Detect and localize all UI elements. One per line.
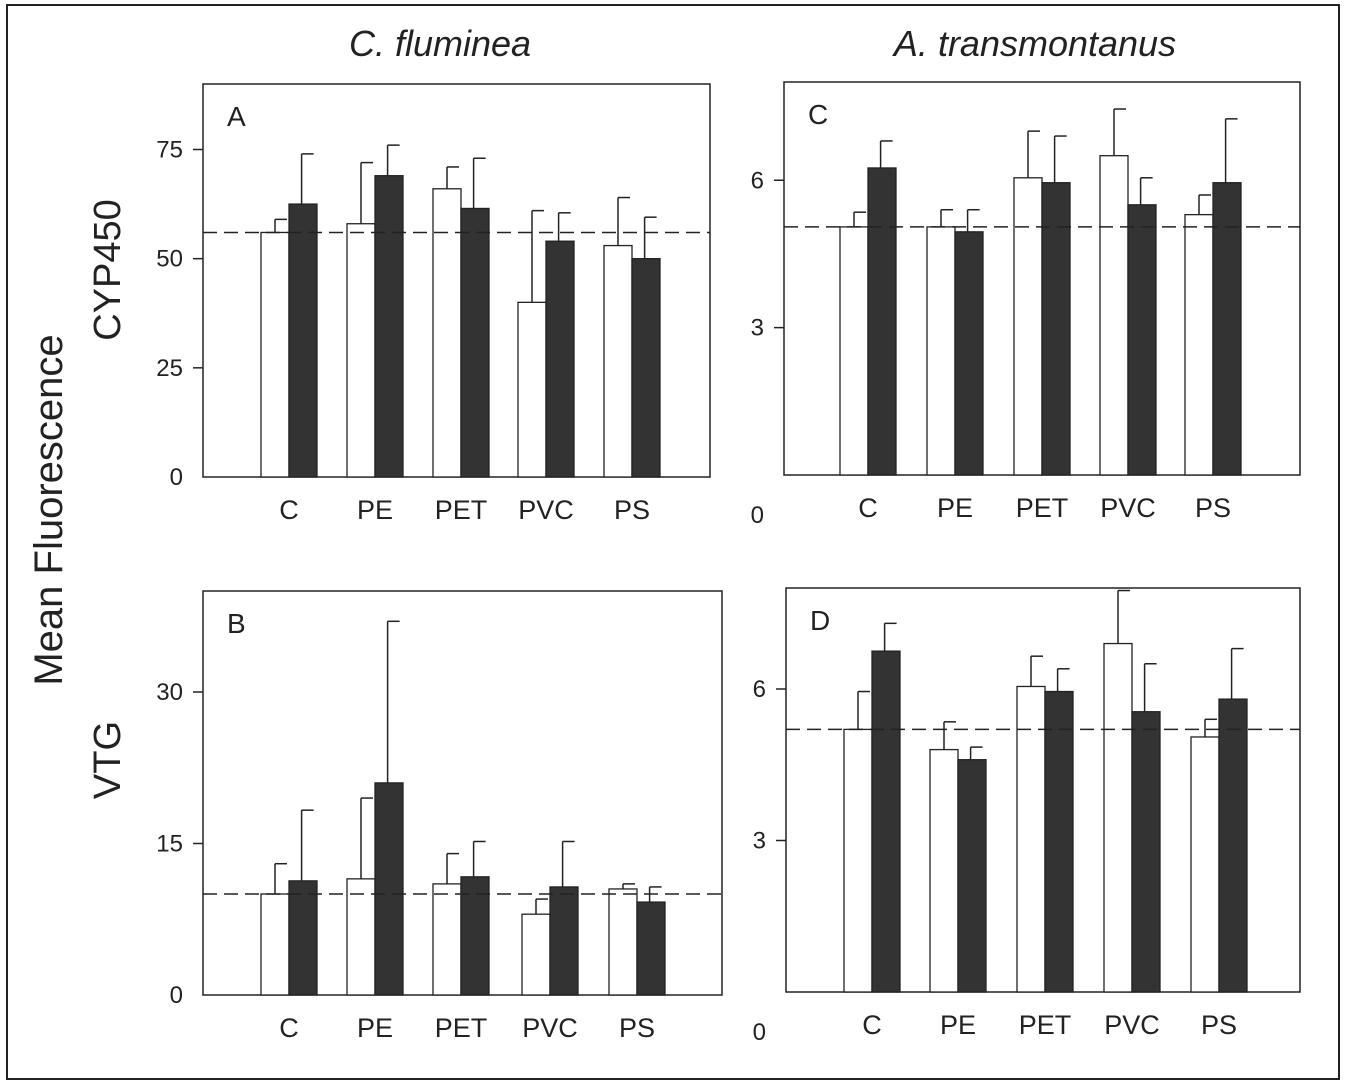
panel-a-bar-ps-filled [631, 258, 661, 478]
panel-d-bar-ps-open [1190, 736, 1220, 993]
panel-b-bar-pe-filled [374, 782, 404, 996]
panel-c-bar-pe-open [926, 226, 956, 476]
panel-a-category-pe: PE [357, 495, 393, 525]
panel-c-ytick-label-0: 0 [751, 502, 764, 529]
panel-b-bar-pvc-filled [549, 886, 579, 996]
panel-a: A 0 25 50 75 C PE PET PVC PS [156, 83, 711, 525]
panel-d-category-pvc: PVC [1104, 1010, 1160, 1040]
row-title-cyp450: CYP450 [87, 199, 129, 341]
panel-c-bar-c-open [839, 226, 869, 476]
row-title-vtg: VTG [87, 721, 129, 799]
panel-c-bar-pet-open [1013, 177, 1043, 476]
panel-d-category-pet: PET [1019, 1010, 1072, 1040]
panel-d-bar-pet-filled [1044, 690, 1074, 993]
panel-c: C 0 3 6 C PE PET PVC PS [751, 81, 1301, 529]
panel-c-category-pe: PE [937, 493, 973, 523]
panel-d-ytick-label-1: 3 [753, 828, 766, 855]
panel-a-bar-pe-open [346, 223, 376, 478]
panel-b-category-ps: PS [619, 1013, 655, 1043]
panel-a-bar-pet-filled [460, 207, 490, 478]
panel-d: D 0 3 6 C PE PET PVC PS [753, 587, 1301, 1046]
panel-b-letter: B [227, 608, 246, 639]
panel-d-category-pe: PE [940, 1010, 976, 1040]
panel-b-category-pe: PE [357, 1013, 393, 1043]
panel-b-bar-c-filled [288, 880, 318, 996]
panel-b: B 0 15 30 C PE PET PVC PS [156, 590, 723, 1043]
panel-d-category-ps: PS [1201, 1010, 1237, 1040]
panel-d-bar-c-filled [871, 650, 901, 993]
panel-b-bar-pvc-open [521, 913, 551, 996]
panel-b-bar-c-open [260, 893, 290, 996]
y-axis-title: Mean Fluorescence [27, 334, 71, 685]
panel-a-ytick-label-1: 25 [156, 355, 183, 382]
panel-a-bar-c-filled [288, 203, 318, 478]
panel-d-bar-pet-open [1016, 685, 1046, 993]
panel-a-category-pvc: PVC [518, 495, 574, 525]
panel-d-category-c: C [862, 1010, 882, 1040]
panel-a-bar-pvc-filled [545, 240, 575, 478]
panel-b-ytick-label-1: 15 [156, 831, 183, 858]
panel-c-ytick-label-1: 3 [751, 315, 764, 342]
panel-c-bar-c-filled [867, 167, 897, 476]
panel-d-bar-ps-filled [1218, 698, 1248, 993]
panel-a-bar-pe-filled [374, 175, 404, 478]
panel-d-bar-c-open [843, 728, 873, 993]
panel-a-ytick-label-2: 50 [156, 246, 183, 273]
panel-b-bar-pet-filled [460, 876, 490, 996]
panel-a-category-ps: PS [614, 495, 650, 525]
panel-a-bar-ps-open [603, 244, 633, 478]
panel-c-bar-pvc-open [1099, 155, 1129, 476]
panel-a-ytick-label-3: 75 [156, 137, 183, 164]
panel-a-category-c: C [279, 495, 299, 525]
column-title-left: C. fluminea [349, 23, 531, 64]
panel-c-bar-ps-open [1184, 213, 1214, 476]
panel-d-letter: D [810, 605, 830, 636]
panel-d-ytick-label-2: 6 [753, 676, 766, 703]
panel-c-bar-ps-filled [1212, 182, 1242, 476]
panel-b-bar-pe-open [346, 878, 376, 996]
panel-a-category-pet: PET [435, 495, 488, 525]
panel-a-ytick-label-0: 0 [170, 464, 183, 491]
panel-c-category-pet: PET [1016, 493, 1069, 523]
panel-c-category-ps: PS [1195, 493, 1231, 523]
panel-c-ytick-label-2: 6 [751, 167, 764, 194]
panel-c-category-c: C [858, 493, 878, 523]
panel-a-bar-pvc-open [517, 301, 547, 478]
panel-d-bar-pe-filled [957, 759, 987, 993]
panel-c-bar-pe-filled [954, 231, 984, 476]
panel-b-bar-ps-filled [636, 901, 666, 996]
panel-b-category-c: C [279, 1013, 299, 1043]
panel-c-bar-pet-filled [1041, 182, 1071, 476]
panel-a-bar-pet-open [432, 188, 462, 478]
panel-c-letter: C [808, 99, 828, 130]
panel-b-ytick-label-0: 0 [170, 982, 183, 1009]
panel-d-bar-pvc-open [1103, 642, 1133, 993]
panel-b-bar-ps-open [608, 888, 638, 996]
panel-b-category-pvc: PVC [522, 1013, 578, 1043]
panel-c-category-pvc: PVC [1100, 493, 1156, 523]
panel-a-bar-c-open [260, 231, 290, 478]
panel-b-category-pet: PET [435, 1013, 488, 1043]
column-title-right: A. transmontanus [892, 23, 1176, 64]
panel-d-ytick-label-0: 0 [753, 1019, 766, 1046]
panel-d-bar-pvc-filled [1131, 711, 1161, 993]
panel-b-bar-pet-open [432, 883, 462, 996]
panel-c-bar-pvc-filled [1127, 204, 1157, 476]
panel-b-ytick-label-2: 30 [156, 679, 183, 706]
panel-a-letter: A [227, 101, 246, 132]
panel-d-bar-pe-open [929, 748, 959, 993]
